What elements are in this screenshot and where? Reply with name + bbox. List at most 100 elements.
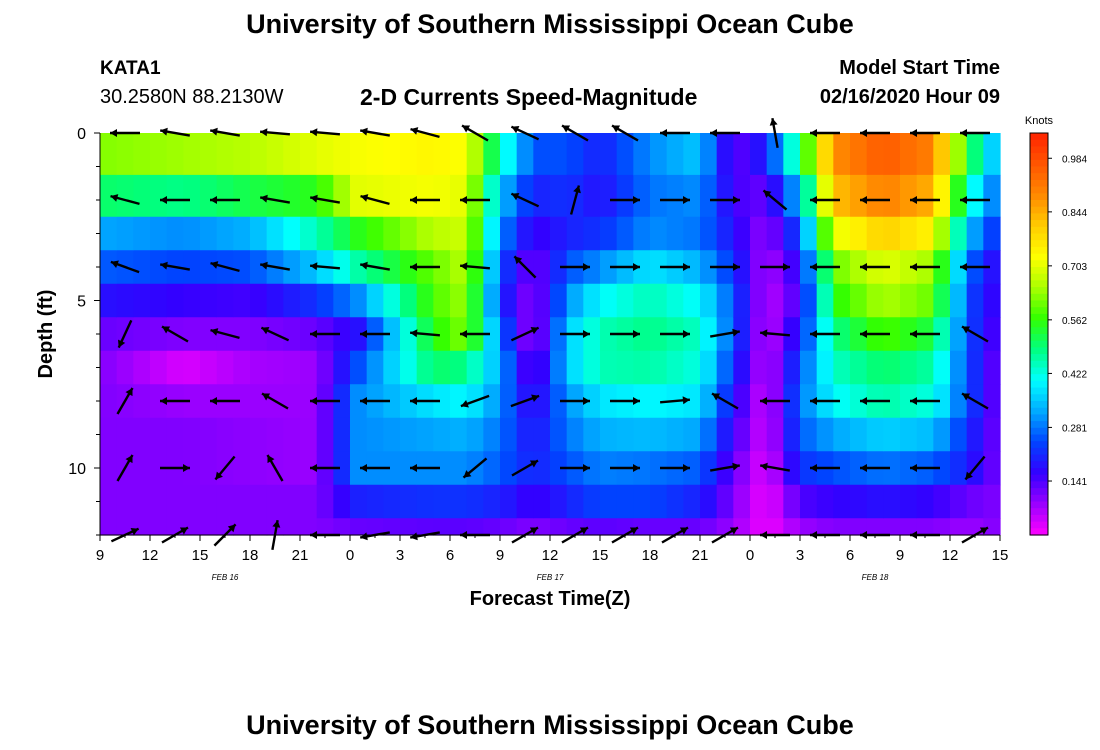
- current-arrow: [610, 263, 640, 271]
- heatmap-cell: [750, 133, 768, 176]
- heatmap-cell: [250, 518, 268, 536]
- heatmap-cell: [450, 283, 468, 318]
- heatmap-cell: [750, 350, 768, 385]
- arrow-head: [910, 330, 917, 338]
- colorbar-segment: [1030, 233, 1048, 241]
- heatmap-cell: [316, 350, 334, 385]
- heatmap-cell: [366, 174, 384, 218]
- heatmap-cell: [716, 133, 734, 176]
- current-arrow: [460, 394, 490, 408]
- arrow-head: [965, 471, 973, 480]
- heatmap-cell: [883, 384, 901, 419]
- heatmap-cell: [333, 133, 351, 176]
- heatmap-cell: [100, 133, 118, 176]
- current-arrow: [810, 129, 840, 137]
- arrow-head: [633, 263, 640, 271]
- heatmap-cell: [383, 451, 401, 486]
- heatmap-cell: [616, 350, 634, 385]
- colorbar-tick-label: 0.844: [1062, 208, 1087, 219]
- heatmap-cell: [433, 174, 451, 218]
- arrow-head: [962, 393, 971, 401]
- heatmap-cell: [216, 174, 234, 218]
- arrow-head: [410, 127, 419, 135]
- heatmap-cell: [866, 133, 884, 176]
- current-arrow: [762, 189, 788, 211]
- colorbar-segment: [1030, 481, 1048, 489]
- heatmap-cell: [300, 133, 318, 176]
- arrow-head: [960, 129, 967, 137]
- heatmap-cell: [133, 283, 151, 318]
- footer-title: University of Southern Mississippi Ocean…: [246, 710, 854, 740]
- x-tick-label: 15: [992, 547, 1009, 564]
- heatmap-cell: [150, 174, 168, 218]
- colorbar-segment: [1030, 153, 1048, 161]
- arrow-head: [260, 128, 268, 137]
- heatmap-cell: [150, 384, 168, 419]
- heatmap-cell: [983, 451, 1001, 486]
- arrow-head: [633, 330, 640, 338]
- heatmap-cell: [150, 250, 168, 285]
- heatmap-cell: [933, 216, 951, 251]
- heatmap-cell: [583, 350, 601, 385]
- heatmap-cell: [100, 484, 118, 519]
- heatmap-cell: [833, 350, 851, 385]
- heatmap-cell: [283, 451, 301, 486]
- arrow-head: [261, 327, 270, 335]
- current-arrow: [709, 462, 741, 472]
- arrow-head: [633, 464, 640, 472]
- heatmap-cell: [500, 451, 518, 486]
- colorbar-segment: [1030, 313, 1048, 322]
- heatmap-cell: [850, 216, 868, 251]
- heatmap-cell: [983, 417, 1001, 452]
- heatmap-cell: [733, 133, 751, 176]
- arrow-head: [910, 397, 917, 405]
- heatmap-cell: [633, 283, 651, 318]
- heatmap-cell: [433, 133, 451, 176]
- heatmap-cell: [833, 250, 851, 285]
- current-arrow: [210, 397, 240, 405]
- heatmap-cell: [516, 350, 534, 385]
- arrow-head: [629, 527, 638, 535]
- heatmap-cell: [783, 384, 801, 419]
- heatmap-cell: [250, 484, 268, 519]
- heatmap-cell: [633, 174, 651, 218]
- colorbar-segment: [1030, 320, 1048, 328]
- heatmap-cell: [966, 417, 984, 452]
- heatmap-cell: [183, 384, 201, 419]
- arrow-head: [410, 196, 417, 204]
- heatmap-cell: [916, 350, 934, 385]
- heatmap-cell: [983, 484, 1001, 519]
- heatmap-cell: [333, 417, 351, 452]
- current-arrow: [910, 263, 940, 271]
- heatmap-cell: [516, 133, 534, 176]
- heatmap-cell: [450, 451, 468, 486]
- heatmap-cell: [883, 133, 901, 176]
- y-tick-label: 5: [77, 294, 86, 311]
- heatmap-cell: [633, 518, 651, 536]
- heatmap-cell: [400, 174, 418, 218]
- heatmap-cell: [233, 216, 251, 251]
- heatmap-cell: [683, 317, 701, 352]
- heatmap-cell: [250, 174, 268, 218]
- heatmap-cell: [850, 317, 868, 352]
- current-arrow: [759, 462, 791, 472]
- current-arrow: [960, 196, 990, 204]
- arrow-head: [860, 330, 867, 338]
- heatmap-cell: [766, 417, 784, 452]
- heatmap-cell: [950, 216, 968, 251]
- current-arrow: [510, 125, 540, 141]
- heatmap-cell: [933, 518, 951, 536]
- colorbar-segment: [1030, 327, 1048, 335]
- arrow-head: [360, 397, 367, 405]
- current-arrow: [910, 129, 940, 137]
- heatmap-cell: [150, 451, 168, 486]
- heatmap-cell: [833, 216, 851, 251]
- heatmap-cell: [533, 518, 551, 536]
- heatmap-cell: [450, 317, 468, 352]
- heatmap-cell: [266, 174, 284, 218]
- arrow-head: [460, 196, 467, 204]
- current-arrow: [960, 129, 990, 137]
- arrow-head: [810, 196, 817, 204]
- heatmap-cell: [600, 350, 618, 385]
- heatmap-cell: [116, 518, 134, 536]
